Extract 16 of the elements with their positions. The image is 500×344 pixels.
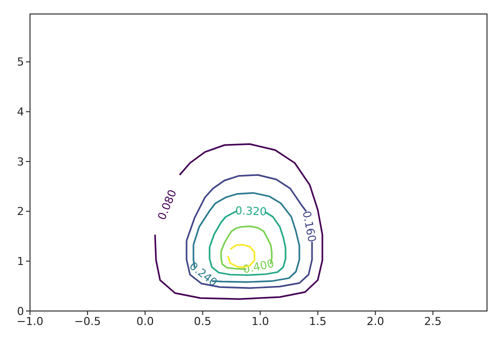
x-tick-label: 2.0 bbox=[366, 314, 384, 328]
x-tick-label: 1.5 bbox=[309, 314, 327, 328]
y-tick-label: 5 bbox=[17, 56, 24, 69]
y-tick-label: 4 bbox=[17, 106, 24, 119]
y-tick-label: 3 bbox=[17, 155, 24, 168]
y-tick-label: 1 bbox=[17, 255, 24, 268]
x-tick-label: 0.5 bbox=[194, 314, 212, 328]
x-tick-label: −0.5 bbox=[74, 314, 101, 328]
x-tick-label: 0.0 bbox=[136, 314, 154, 328]
series-label: 0.320 bbox=[235, 204, 267, 218]
x-tick-label: 1.0 bbox=[251, 314, 269, 328]
y-tick-label: 2 bbox=[17, 205, 24, 218]
text: 0.080 bbox=[155, 188, 180, 222]
x-tick-label: 2.5 bbox=[424, 314, 442, 328]
text: 0.160 bbox=[300, 210, 318, 244]
line-series bbox=[154, 143, 324, 300]
